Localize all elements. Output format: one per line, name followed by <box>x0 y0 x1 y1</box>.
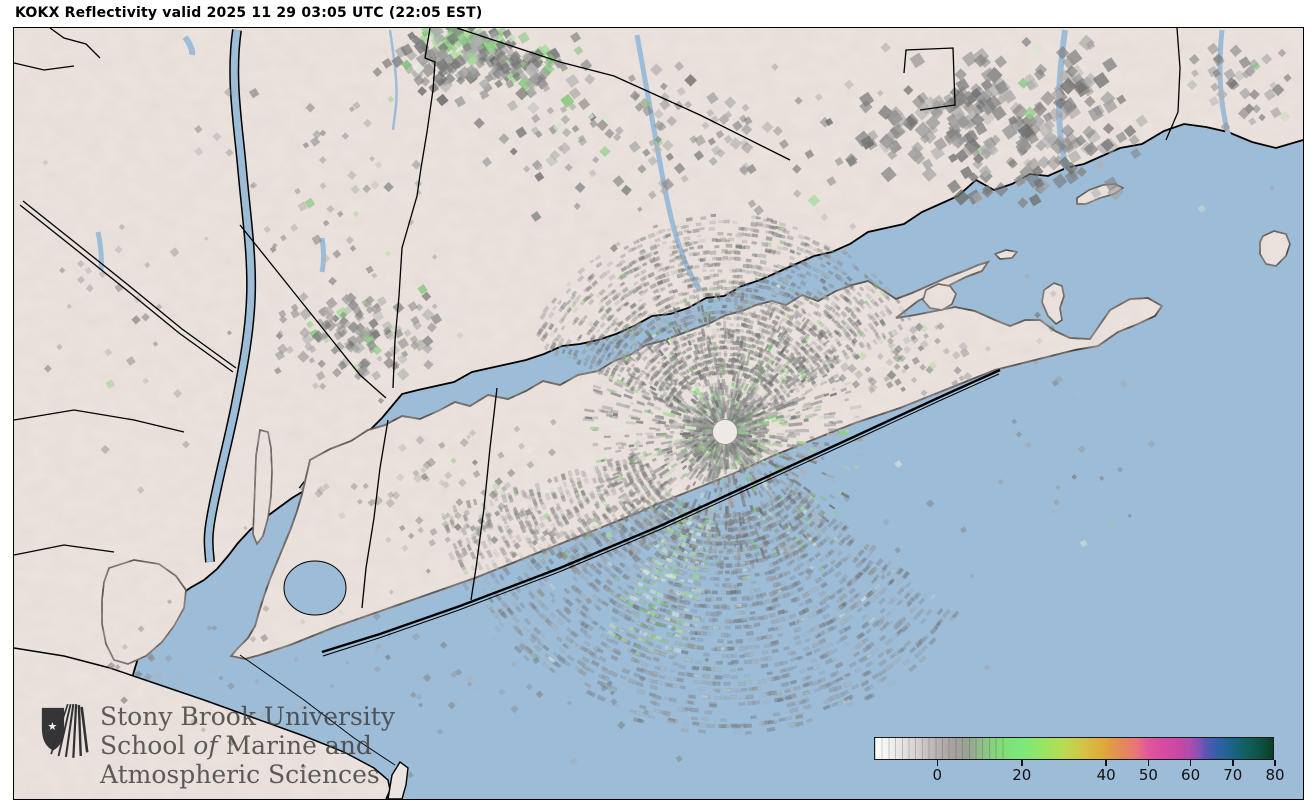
nj-bayshore-coastline <box>14 647 391 799</box>
ct-county-line-1 <box>456 28 791 161</box>
colorbar-tick-label: 60 <box>1181 766 1201 784</box>
colorbar-tick-mark <box>1274 760 1276 766</box>
small-lake-1 <box>182 35 196 56</box>
colorbar-tick-label: 80 <box>1265 766 1285 784</box>
barrier-island-line <box>321 368 1001 654</box>
logo-line-1: Stony Brook University <box>100 702 395 731</box>
small-river-1 <box>388 29 398 131</box>
stonybrook-logo: ★ Stony Brook University School of Marin… <box>40 702 395 789</box>
ct-ri-border <box>1165 28 1181 141</box>
ny-nj-border-2 <box>22 200 237 369</box>
logo-line-2: School of Marine and <box>100 731 372 760</box>
colorbar-tick-mark <box>1231 760 1234 766</box>
nj-county-line-1 <box>14 409 185 433</box>
shelter-island <box>922 283 957 311</box>
colorbar-discrete-steps <box>875 738 1007 759</box>
nw-border-squiggle <box>49 28 101 59</box>
small-lake-2 <box>95 231 104 271</box>
nj-county-line-2 <box>14 544 115 556</box>
islands <box>101 183 1291 665</box>
colorbar-gradient <box>874 737 1274 760</box>
colorbar-tick-label: 50 <box>1138 766 1158 784</box>
reflectivity-colorbar: 0 20 40 50 60 70 80 <box>874 737 1285 792</box>
shield-shape <box>41 707 65 751</box>
radar-clutter-layer <box>42 28 1292 779</box>
basemap-svg <box>14 28 1303 799</box>
ny-ct-border <box>392 28 436 389</box>
colorbar-tick-mark <box>1189 760 1192 766</box>
stonybrook-shield-icon: ★ <box>41 703 89 758</box>
westchester-line <box>239 224 387 399</box>
shield-star: ★ <box>47 720 57 733</box>
jamaica-bay <box>283 560 347 616</box>
boundary-lines-layer <box>14 28 1181 766</box>
colorbar-tick-mark <box>936 760 939 766</box>
radar-site-hole <box>712 419 738 445</box>
block-island <box>1259 230 1291 267</box>
thames-river <box>1217 29 1235 151</box>
nassau-suffolk-line <box>470 387 498 601</box>
barrier-island-line-2 <box>322 373 1000 657</box>
hudson-river <box>205 29 255 563</box>
small-lake-3 <box>319 237 326 273</box>
housatonic-river <box>634 34 703 292</box>
manhattan <box>252 429 273 546</box>
new-jersey-bayshore <box>14 648 390 799</box>
plum-island <box>993 249 1019 260</box>
colorbar-tick-label: 20 <box>1012 766 1032 784</box>
colorbar-tick-label: 70 <box>1223 766 1243 784</box>
ny-nj-border <box>19 204 234 373</box>
radar-map: ★ Stony Brook University School of Marin… <box>13 27 1304 800</box>
colorbar-tick-mark <box>1020 760 1023 766</box>
colorbar-tick-label: 40 <box>1096 766 1116 784</box>
queens-nassau-line <box>361 419 389 609</box>
colorbar-tick-mark <box>1105 760 1107 766</box>
gardiners-island <box>1041 282 1065 326</box>
stonybrook-logo-text: Stony Brook University School of Marine … <box>100 702 395 789</box>
ct-county-line-2 <box>903 47 956 111</box>
lower-bay-transect <box>239 654 396 766</box>
colorbar-tick-label: 0 <box>932 766 943 784</box>
shield-rays <box>50 703 89 758</box>
colorbar-tick-mark <box>1147 760 1150 766</box>
sandy-hook <box>387 760 409 799</box>
logo-line-3: Atmospheric Sciences <box>100 760 380 789</box>
nw-line-2 <box>14 62 75 71</box>
staten-island <box>101 559 187 665</box>
product-title: KOKX Reflectivity valid 2025 11 29 03:05… <box>15 5 483 21</box>
